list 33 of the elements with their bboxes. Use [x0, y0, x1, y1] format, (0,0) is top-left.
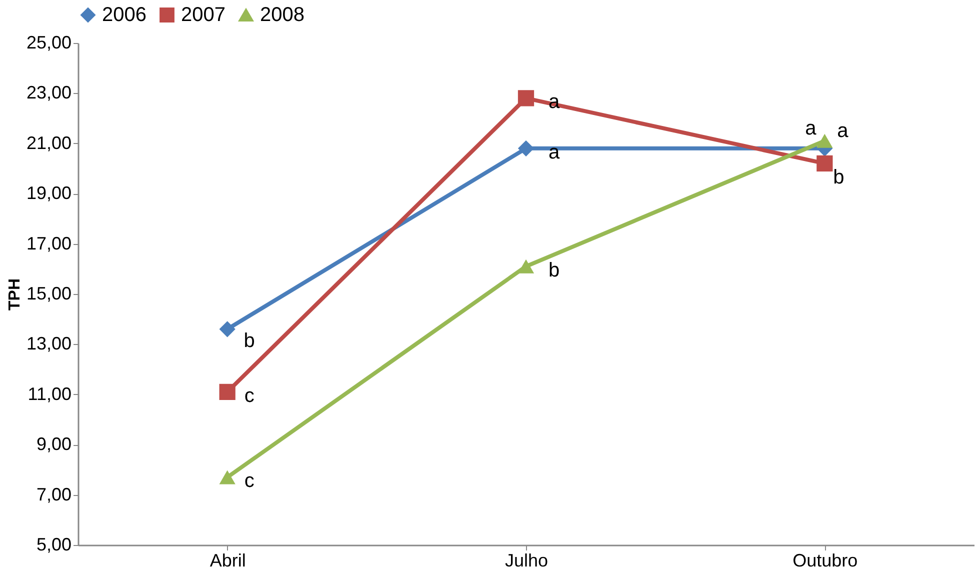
point	[518, 90, 534, 106]
point	[816, 155, 833, 172]
legend-label: 2006	[102, 4, 146, 26]
point	[219, 470, 236, 484]
y-tick-label: 25,00	[26, 32, 72, 52]
point	[518, 259, 534, 274]
y-tick-label: 5,00	[36, 534, 72, 554]
y-tick-label: 21,00	[26, 132, 72, 153]
y-tick-label: 7,00	[36, 484, 72, 504]
y-tick-label: 19,00	[26, 183, 72, 204]
annotation: a	[837, 120, 850, 142]
y-tick-label: 17,00	[26, 233, 72, 254]
annotation: b	[244, 330, 255, 352]
annotation: b	[548, 259, 560, 282]
annotation: a	[805, 117, 818, 140]
point	[219, 384, 236, 400]
annotation: c	[244, 384, 254, 407]
annotation: b	[833, 166, 844, 188]
y-tick-label: 23,00	[26, 82, 72, 103]
y-tick-label: 9,00	[36, 434, 72, 454]
x-tick-label: Abril	[210, 550, 246, 570]
point	[219, 321, 236, 338]
y-tick-label: 11,00	[28, 384, 72, 404]
annotation: c	[244, 470, 254, 492]
x-tick-label: Outubro	[792, 550, 858, 570]
x-tick-label: Julho	[504, 550, 548, 570]
point	[518, 140, 534, 156]
y-tick-label: 13,00	[26, 334, 72, 354]
y-tick-label: 15,00	[26, 284, 72, 304]
legend-label: 2008	[260, 4, 304, 26]
point	[816, 134, 833, 148]
y-axis-title: TPH	[6, 278, 24, 310]
legend-label: 2007	[181, 4, 226, 26]
